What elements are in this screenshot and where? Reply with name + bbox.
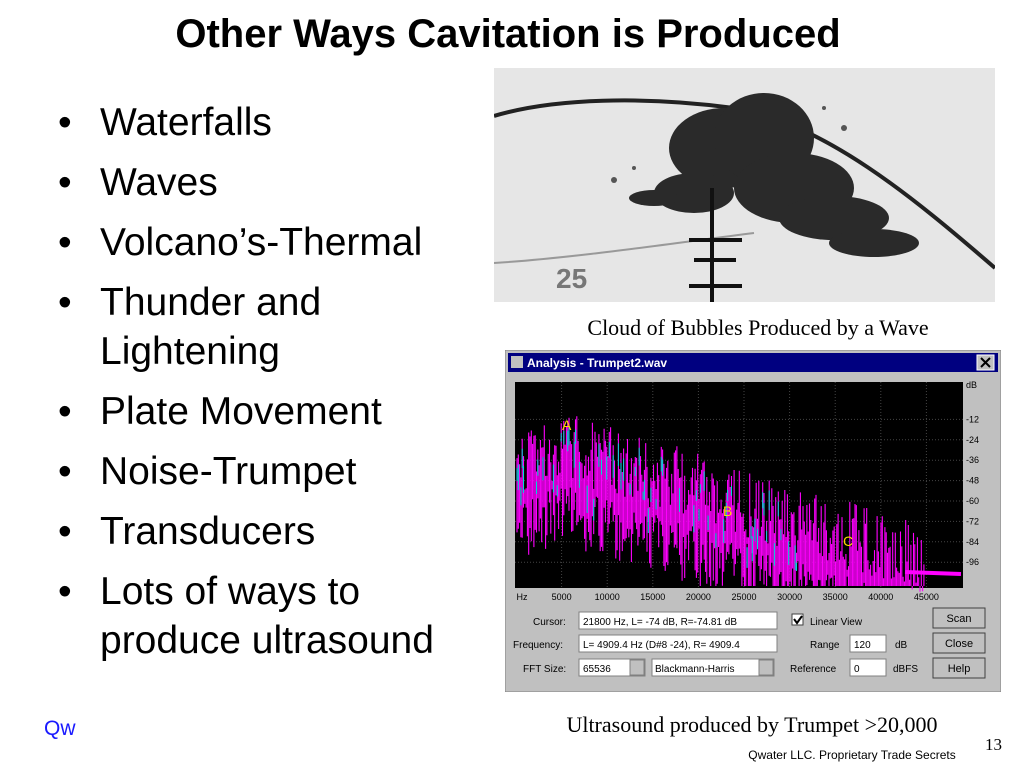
bullet: Volcano’s-Thermal bbox=[58, 218, 490, 267]
checkmark bbox=[793, 615, 803, 625]
button[interactable] bbox=[932, 607, 986, 629]
bullet: Thunder and Lightening bbox=[58, 278, 490, 376]
x-tick-label: 25000 bbox=[731, 592, 756, 602]
x-tick-label: 40000 bbox=[868, 592, 893, 602]
button-label[interactable]: Close bbox=[945, 638, 973, 650]
x-tick-label: 35000 bbox=[823, 592, 848, 602]
checkbox-label: Linear View bbox=[810, 617, 863, 628]
peak-marker: C bbox=[843, 533, 853, 549]
bullet: Lots of ways to produce ultrasound bbox=[58, 567, 490, 665]
field bbox=[849, 634, 887, 653]
bullet: Plate Movement bbox=[58, 387, 490, 436]
field bbox=[651, 658, 775, 677]
dropdown-button[interactable] bbox=[758, 659, 774, 676]
analyzer-window: Analysis - Trumpet2.wav Hz 5000 10000 15000… bbox=[505, 350, 1001, 692]
field-label: Reference bbox=[790, 664, 837, 675]
field bbox=[849, 658, 887, 677]
noise-floor bbox=[904, 570, 962, 576]
page-number: 13 bbox=[985, 735, 1002, 754]
db-tick-label: -12 bbox=[966, 414, 979, 424]
button[interactable] bbox=[932, 657, 986, 679]
field-value: 120 bbox=[854, 640, 871, 651]
logo: Qw bbox=[44, 717, 76, 740]
slide-title: Other Ways Cavitation is Produced bbox=[175, 12, 841, 56]
field bbox=[578, 611, 778, 630]
x-tick-label: 30000 bbox=[777, 592, 802, 602]
checkbox[interactable] bbox=[791, 613, 804, 626]
field-unit: dB bbox=[895, 640, 908, 651]
db-tick-label: dB bbox=[966, 380, 977, 390]
db-tick-label: -24 bbox=[966, 435, 979, 445]
x-tick-label: 45000 bbox=[914, 592, 939, 602]
bullet-list: Waterfalls Waves Volcano’s-Thermal Thunder … bbox=[58, 98, 498, 676]
field-value: 65536 bbox=[583, 664, 611, 675]
field-label: Range bbox=[810, 640, 840, 651]
footer-notice: Qwater LLC. Proprietary Trade Secrets bbox=[748, 748, 956, 762]
field bbox=[578, 634, 778, 653]
button[interactable] bbox=[932, 632, 986, 654]
bullet: Noise-Trumpet bbox=[58, 447, 490, 496]
button-label[interactable]: Scan bbox=[946, 613, 971, 625]
x-tick-label: 20000 bbox=[686, 592, 711, 602]
field-value: L= 4909.4 Hz (D#8 -24), R= 4909.4 bbox=[583, 640, 740, 651]
spectrum-right bbox=[516, 427, 797, 571]
db-tick-label: -60 bbox=[966, 496, 979, 506]
photo: 25 bbox=[494, 68, 995, 302]
bullet: Waves bbox=[58, 158, 490, 207]
photo-label: 25 bbox=[556, 263, 587, 294]
bullet: Transducers bbox=[58, 507, 490, 556]
dropdown-button[interactable] bbox=[629, 659, 645, 676]
field-value: Blackmann-Harris bbox=[655, 664, 734, 675]
window-title: Analysis - Trumpet2.wav bbox=[527, 356, 667, 370]
x-tick-label: 5000 bbox=[552, 592, 572, 602]
peak-marker: A bbox=[562, 417, 572, 433]
db-tick-label: -96 bbox=[966, 557, 979, 567]
field-label: Cursor: bbox=[533, 617, 566, 628]
db-tick-label: -72 bbox=[966, 516, 979, 526]
peak-marker: B bbox=[723, 503, 732, 519]
x-tick-label: Hz bbox=[517, 592, 528, 602]
button-label[interactable]: Help bbox=[948, 663, 971, 675]
bullet: Waterfalls bbox=[58, 98, 490, 147]
field-value: 0 bbox=[854, 664, 860, 675]
field-label: Frequency: bbox=[513, 640, 563, 651]
analyzer-caption: Ultrasound produced by Trumpet >20,000 bbox=[566, 712, 938, 737]
x-tick-label: 15000 bbox=[640, 592, 665, 602]
x-tick-label: 10000 bbox=[595, 592, 620, 602]
field bbox=[578, 658, 646, 677]
db-tick-label: -36 bbox=[966, 455, 979, 465]
db-tick-label: -84 bbox=[966, 537, 979, 547]
field-unit: dBFS bbox=[893, 664, 918, 675]
field-label: FFT Size: bbox=[523, 664, 566, 675]
db-tick-label: -48 bbox=[966, 476, 979, 486]
photo-caption: Cloud of Bubbles Produced by a Wave bbox=[587, 315, 929, 340]
field-value: 21800 Hz, L= -74 dB, R=-74.81 dB bbox=[583, 617, 737, 628]
